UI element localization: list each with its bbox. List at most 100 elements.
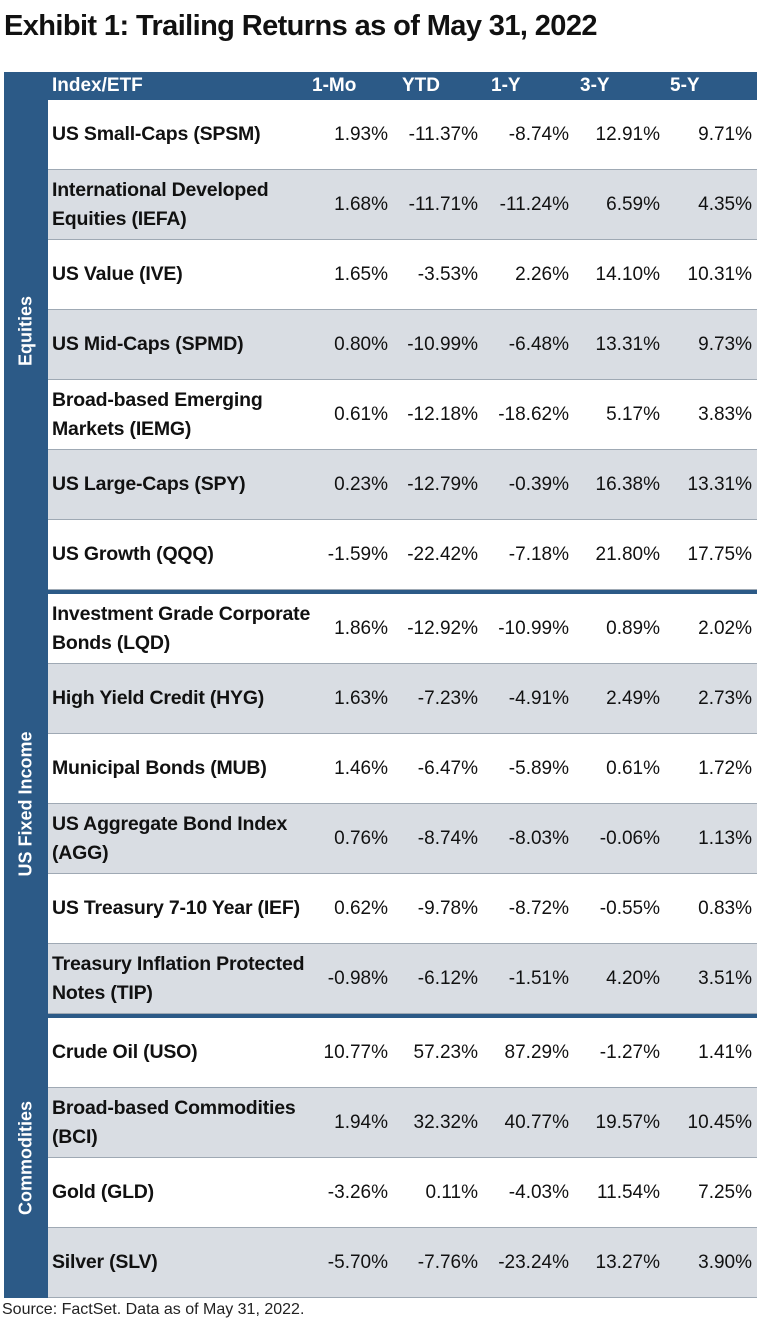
cell-1mo: 1.93% — [334, 123, 388, 145]
table-row: Silver (SLV) -5.70% -7.76% -23.24% 13.27% 3.9… — [48, 1228, 757, 1298]
cell-5y: 17.75% — [687, 543, 752, 565]
cell-ytd: -12.79% — [407, 473, 478, 495]
table-row: Broad-based Emerging Markets (IEMG) 0.61%… — [48, 380, 757, 450]
cell-1mo: 10.77% — [323, 1041, 388, 1063]
cell-ytd: -6.12% — [417, 967, 478, 989]
cell-1y: -10.99% — [498, 617, 569, 639]
row-name: US Small-Caps (SPSM) — [52, 123, 261, 145]
cell-3y: -0.55% — [599, 897, 660, 919]
cell-1mo: 0.23% — [334, 473, 388, 495]
cell-1y: -4.03% — [508, 1181, 569, 1203]
source-note: Source: FactSet. Data as of May 31, 2022… — [2, 1301, 305, 1318]
row-name: Municipal Bonds (MUB) — [52, 757, 267, 779]
table-row: Municipal Bonds (MUB) 1.46% -6.47% -5.89% 0.… — [48, 734, 757, 804]
cell-3y: 13.31% — [595, 333, 660, 355]
cell-3y: 12.91% — [595, 123, 660, 145]
cell-5y: 9.71% — [698, 123, 752, 145]
cell-1y: -6.48% — [508, 333, 569, 355]
table-row: Crude Oil (USO) 10.77% 57.23% 87.29% -1.27% 1… — [48, 1018, 757, 1088]
cell-1y: -8.03% — [508, 827, 569, 849]
table-row: International Developed Equities (IEFA) 1… — [48, 170, 757, 240]
group-separator — [4, 1014, 757, 1018]
row-name: Investment Grade Corporate Bonds (LQD) — [52, 602, 311, 654]
group-label-1: US Fixed Income — [4, 594, 48, 1014]
cell-1mo: -3.26% — [327, 1181, 388, 1203]
group-label-2: Commodities — [4, 1018, 48, 1298]
cell-1y: -0.39% — [508, 473, 569, 495]
row-name: US Treasury 7-10 Year (IEF) — [52, 897, 300, 919]
cell-3y: 11.54% — [596, 1181, 660, 1203]
table-row: Broad-based Commodities (BCI) 1.94% 32.32%… — [48, 1088, 757, 1158]
cell-1mo: 0.61% — [334, 403, 388, 425]
cell-3y: 5.17% — [606, 403, 660, 425]
group-label-0: Equities — [4, 72, 48, 590]
row-name: US Growth (QQQ) — [52, 543, 214, 565]
cell-1y: -5.89% — [508, 757, 569, 779]
cell-5y: 13.31% — [687, 473, 752, 495]
cell-ytd: 57.23% — [413, 1041, 478, 1063]
row-name: US Large-Caps (SPY) — [52, 473, 246, 495]
cell-1mo: 1.94% — [334, 1111, 388, 1133]
row-name: US Value (IVE) — [52, 263, 183, 285]
column-header-3y: 3-Y — [580, 75, 610, 96]
table-row: Gold (GLD) -3.26% 0.11% -4.03% 11.54% 7.25% — [48, 1158, 757, 1228]
row-name: Crude Oil (USO) — [52, 1041, 198, 1063]
cell-3y: 2.49% — [606, 687, 660, 709]
row-name: Silver (SLV) — [52, 1251, 158, 1273]
cell-1mo: -1.59% — [327, 543, 388, 565]
cell-5y: 3.90% — [698, 1251, 752, 1273]
cell-3y: 16.38% — [595, 473, 660, 495]
cell-5y: 9.73% — [698, 333, 752, 355]
column-header-ytd: YTD — [402, 75, 440, 96]
cell-3y: 0.89% — [606, 617, 660, 639]
row-name: Treasury Inflation Protected Notes (TIP) — [52, 952, 305, 1004]
cell-ytd: -11.37% — [408, 123, 478, 145]
table-row: US Growth (QQQ) -1.59% -22.42% -7.18% 21.80%… — [48, 520, 757, 590]
cell-1mo: 1.46% — [334, 757, 388, 779]
cell-1mo: -0.98% — [327, 967, 388, 989]
row-name: US Aggregate Bond Index (AGG) — [52, 812, 288, 864]
cell-5y: 10.31% — [687, 263, 752, 285]
cell-1y: -18.62% — [498, 403, 569, 425]
cell-1y: -23.24% — [498, 1251, 569, 1273]
cell-5y: 0.83% — [698, 897, 752, 919]
row-name: High Yield Credit (HYG) — [52, 687, 265, 709]
cell-ytd: 0.11% — [425, 1181, 478, 1203]
cell-1y: 40.77% — [504, 1111, 569, 1133]
cell-5y: 4.35% — [698, 193, 752, 215]
cell-3y: 6.59% — [606, 193, 660, 215]
cell-1mo: 0.76% — [334, 827, 388, 849]
group-separator — [4, 590, 757, 594]
cell-ytd: -12.92% — [407, 617, 478, 639]
cell-ytd: -6.47% — [417, 757, 478, 779]
cell-ytd: -9.78% — [417, 897, 478, 919]
table-row: US Small-Caps (SPSM) 1.93% -11.37% -8.74% 12… — [48, 100, 757, 170]
row-name: Gold (GLD) — [52, 1181, 154, 1203]
table-row: Treasury Inflation Protected Notes (TIP)… — [48, 944, 757, 1014]
cell-ytd: -22.42% — [407, 543, 478, 565]
cell-5y: 2.02% — [698, 617, 752, 639]
cell-3y: 21.80% — [595, 543, 660, 565]
group-label-text: US Fixed Income — [15, 731, 36, 877]
cell-5y: 3.51% — [698, 967, 752, 989]
cell-1mo: 1.63% — [334, 687, 388, 709]
cell-ytd: -12.18% — [407, 403, 478, 425]
cell-5y: 1.13% — [698, 827, 752, 849]
cell-ytd: -11.71% — [408, 193, 478, 215]
cell-1mo: 0.62% — [334, 897, 388, 919]
cell-1y: -4.91% — [508, 687, 569, 709]
row-name: Broad-based Commodities (BCI) — [52, 1096, 296, 1148]
column-header-index: Index/ETF — [52, 75, 143, 96]
cell-1mo: 0.80% — [334, 333, 388, 355]
row-name: Broad-based Emerging Markets (IEMG) — [52, 388, 263, 440]
group-label-text: Equities — [15, 295, 36, 367]
table-row: US Aggregate Bond Index (AGG) 0.76% -8.74%… — [48, 804, 757, 874]
cell-1y: -7.18% — [508, 543, 569, 565]
cell-3y: 13.27% — [595, 1251, 660, 1273]
cell-ytd: 32.32% — [413, 1111, 478, 1133]
table-row: High Yield Credit (HYG) 1.63% -7.23% -4.91%… — [48, 664, 757, 734]
cell-3y: 4.20% — [606, 967, 660, 989]
cell-3y: -0.06% — [599, 827, 660, 849]
table-row: US Treasury 7-10 Year (IEF) 0.62% -9.78% -8… — [48, 874, 757, 944]
cell-1mo: 1.68% — [334, 193, 388, 215]
